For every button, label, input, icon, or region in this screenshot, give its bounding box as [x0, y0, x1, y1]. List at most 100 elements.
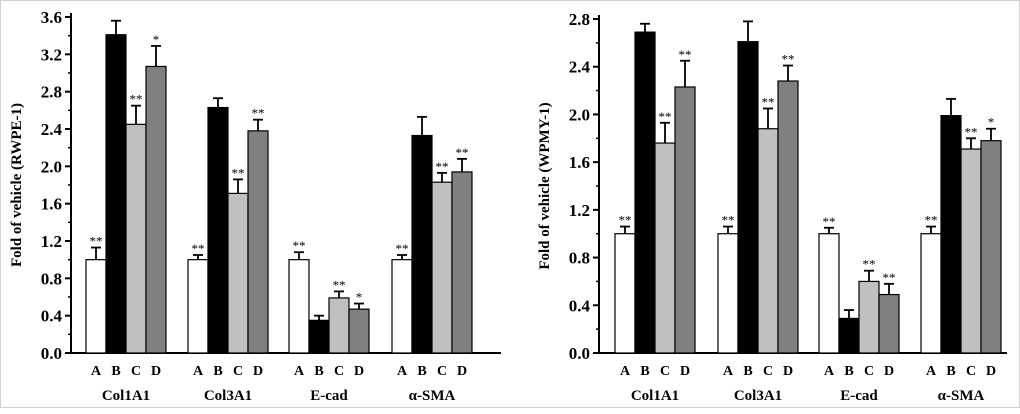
bar-letter-label: D: [253, 364, 263, 379]
bar-a: [920, 233, 942, 354]
y-tick-label: 2.0: [569, 105, 590, 124]
y-tick-label: 1.2: [569, 201, 590, 220]
y-axis-label: Fold of vehicle (WPMY-1): [537, 102, 553, 269]
bar-d: [247, 130, 269, 354]
bar-letter-label: A: [294, 364, 305, 379]
significance-mark: *: [988, 115, 995, 130]
significance-mark: **: [232, 165, 245, 180]
y-tick-label: 0.8: [569, 249, 590, 268]
significance-mark: **: [659, 109, 672, 124]
bar-b: [105, 34, 127, 354]
significance-mark: **: [130, 92, 143, 107]
bar-letter-label: A: [620, 364, 631, 379]
bar-letter-label: A: [91, 364, 102, 379]
bar-a: [288, 259, 310, 354]
bar-letter-label: A: [824, 364, 835, 379]
significance-mark: **: [333, 277, 346, 292]
bar-letter-label: C: [864, 364, 874, 379]
bar-letter-label: D: [151, 364, 161, 379]
group-label: E-cad: [310, 388, 348, 404]
significance-mark: **: [456, 145, 469, 160]
bar-c: [757, 128, 779, 354]
group-label: Col1A1: [631, 388, 679, 404]
bar-letter-label: D: [986, 364, 996, 379]
bar-d: [451, 171, 473, 354]
bar-b: [737, 41, 759, 354]
significance-mark: **: [883, 270, 896, 285]
bar-letter-label: A: [723, 364, 734, 379]
y-tick-label: 0.0: [569, 344, 590, 363]
bar-a: [818, 233, 840, 354]
bar-letter-label: C: [660, 364, 670, 379]
bar-letter-label: B: [111, 364, 120, 379]
y-tick-label: 1.6: [569, 153, 590, 172]
y-tick-label: 0.4: [569, 296, 591, 315]
bar-letter-label: B: [844, 364, 853, 379]
significance-mark: **: [679, 47, 692, 62]
group-label: Col3A1: [734, 388, 782, 404]
group-label: Col3A1: [204, 388, 252, 404]
significance-mark: *: [153, 32, 160, 47]
bar-c: [858, 280, 880, 354]
significance-mark: **: [823, 214, 836, 229]
bar-c: [431, 181, 453, 354]
bar-a: [85, 259, 107, 354]
y-tick-label: 0.0: [41, 344, 62, 363]
group-label: Col1A1: [102, 388, 150, 404]
bar-b: [838, 317, 860, 354]
significance-mark: **: [396, 241, 409, 256]
significance-mark: **: [762, 94, 775, 109]
bar-d: [878, 293, 900, 354]
bar-letter-label: B: [213, 364, 222, 379]
significance-mark: **: [90, 234, 103, 249]
y-axis-label: Fold of vehicle (RWPE-1): [9, 103, 25, 267]
bar-a: [717, 233, 739, 354]
significance-mark: **: [782, 52, 795, 67]
group-label: α-SMA: [409, 388, 456, 404]
chart-panel-right: 0.0 0.4 0.8 1.2 1.6 2.0 2.4 2.8 Fold of vehicle …: [537, 10, 1007, 404]
bar-letter-label: A: [926, 364, 937, 379]
significance-mark: **: [293, 238, 306, 253]
group-label: α-SMA: [938, 388, 985, 404]
y-tick-label: 0.8: [41, 269, 62, 288]
bar-a: [614, 233, 636, 354]
bar-d: [777, 80, 799, 354]
bar-letter-label: C: [966, 364, 976, 379]
bar-c: [654, 142, 676, 354]
y-tick-label: 3.2: [41, 45, 62, 64]
significance-mark: **: [252, 106, 265, 121]
bar-a: [187, 259, 209, 354]
bar-letter-label: B: [640, 364, 649, 379]
y-tick-label: 1.2: [41, 232, 62, 251]
bar-c: [960, 148, 982, 354]
y-tick-label: 1.6: [41, 195, 62, 214]
significance-mark: **: [965, 124, 978, 139]
significance-mark: **: [863, 257, 876, 272]
bar-letter-label: B: [314, 364, 323, 379]
bar-letter-label: D: [680, 364, 690, 379]
bar-d: [674, 86, 696, 354]
y-tick-label: 2.8: [41, 83, 62, 102]
bar-letter-label: A: [193, 364, 204, 379]
bar-letter-label: D: [884, 364, 894, 379]
bar-a: [391, 259, 413, 354]
chart-panel-left: 0.0 0.4 0.8 1.2 1.6 2.0 2.4 2.8 3.2 3.6 Fold of ve…: [9, 8, 501, 404]
bar-d: [980, 140, 1002, 354]
significance-mark: **: [619, 213, 632, 228]
y-tick-label: 2.4: [569, 58, 591, 77]
bar-letter-label: D: [354, 364, 364, 379]
bar-b: [207, 106, 229, 354]
y-tick-label: 3.6: [41, 8, 62, 27]
bar-letter-label: C: [233, 364, 243, 379]
bar-d: [145, 65, 167, 354]
bar-letter-label: B: [417, 364, 426, 379]
bar-b: [308, 319, 330, 354]
bar-letter-label: D: [457, 364, 467, 379]
bar-letter-label: C: [334, 364, 344, 379]
significance-mark: **: [722, 213, 735, 228]
bar-c: [227, 192, 249, 354]
significance-mark: **: [192, 241, 205, 256]
significance-mark: **: [436, 159, 449, 174]
bar-letter-label: D: [783, 364, 793, 379]
bar-letter-label: A: [397, 364, 408, 379]
